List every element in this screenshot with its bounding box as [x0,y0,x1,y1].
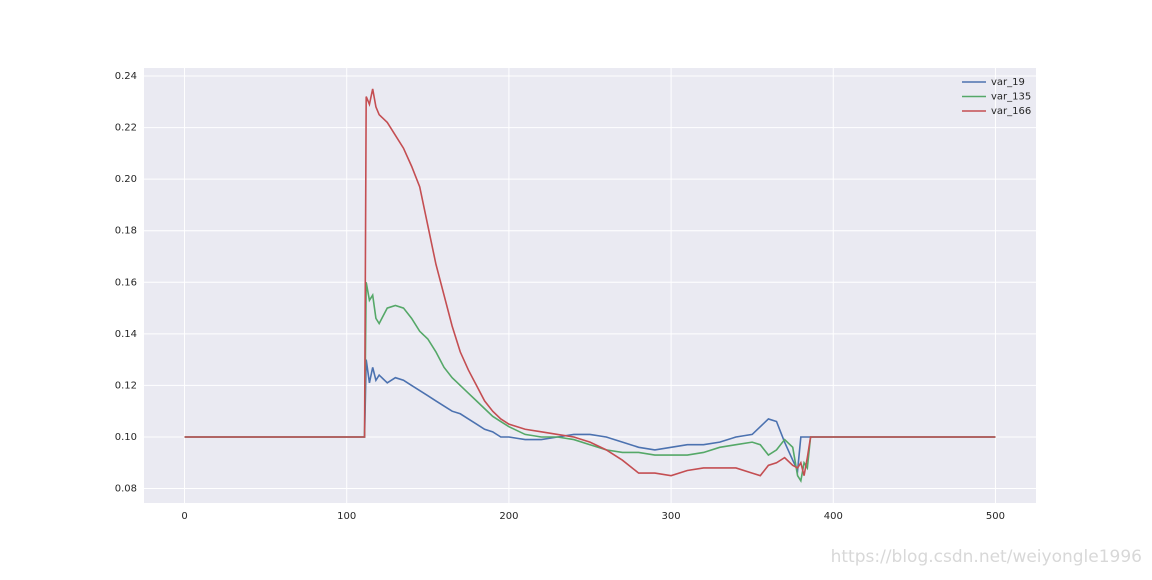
y-tick-label: 0.08 [115,484,137,495]
x-tick-label: 100 [337,511,356,522]
y-tick-label: 0.10 [115,432,137,443]
legend-label: var_19 [991,77,1025,88]
y-tick-label: 0.24 [115,71,137,82]
y-tick-label: 0.16 [115,277,137,288]
line [184,88,996,477]
x-tick-label: 500 [986,511,1005,522]
legend-label: var_135 [991,92,1031,103]
x-tick-label: 300 [662,511,681,522]
x-tick-label: 400 [824,511,843,522]
y-tick-label: 0.20 [115,174,137,185]
x-tick-label: 200 [499,511,518,522]
line [184,359,996,474]
y-tick-label: 0.12 [115,380,137,391]
y-tick-label: 0.18 [115,226,137,237]
y-tick-label: 0.14 [115,329,137,340]
plot-area [144,68,1036,503]
legend-label: var_166 [991,106,1031,117]
line [184,282,996,483]
x-tick-label: 0 [181,511,187,522]
watermark: https://blog.csdn.net/weiyongle1996 [831,547,1142,567]
y-tick-label: 0.22 [115,123,137,134]
